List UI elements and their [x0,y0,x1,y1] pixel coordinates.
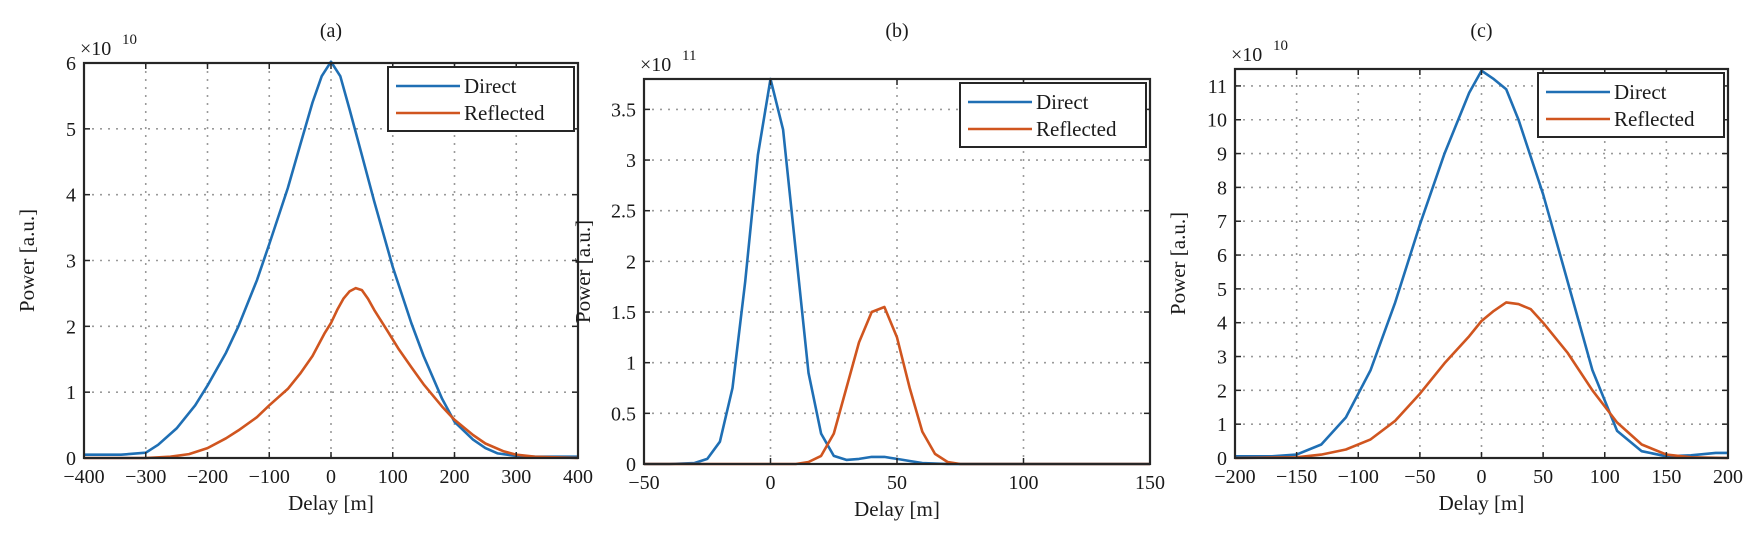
axis-multiplier: ×10 [640,54,671,76]
y-tick-label: 2.5 [611,201,636,223]
axis-multiplier: ×10 [1231,44,1262,66]
series-line-reflected [84,286,579,460]
chart-panel-a: −400 −300 −200 −100 0 100 200 300 400 0 1 2 3 4 5 6 Dela… [15,20,593,515]
x-tick-label: 100 [378,466,408,488]
y-tick-label: 2 [66,316,76,338]
x-tick-label: 50 [887,472,907,494]
x-tick-label: 400 [563,466,593,488]
y-tick-label: 1 [626,353,636,375]
y-tick-label: 5 [1217,279,1227,301]
series-line-direct [84,60,578,459]
x-tick-label: −400 [63,466,104,488]
x-tick-label: 0 [766,472,776,494]
y-tick-label: 1 [1217,414,1227,436]
y-tick-label: 1 [66,382,76,404]
y-tick-label: 0 [626,454,636,476]
y-tick-label: 0 [1217,448,1227,470]
y-tick-label: 3.5 [611,99,636,121]
series-line-direct [644,77,1150,466]
x-tick-label: 300 [501,466,531,488]
y-tick-label: 10 [1207,110,1227,132]
y-tick-label: 5 [66,119,76,141]
series-line-reflected [1234,301,1729,460]
chart-panel-c: −200 −150 −100 −50 0 50 100 150 200 0 1 2 3 4 5 6 7 8 9 10 1… [1166,20,1743,515]
panel-title: (b) [885,20,908,42]
y-tick-label: 4 [1217,313,1227,335]
panel-title: (a) [320,20,342,42]
y-axis-label: Power [a.u.] [571,220,595,323]
x-tick-label: 0 [1477,466,1487,488]
x-tick-label: 0 [326,466,336,488]
legend-label-direct: Direct [1614,80,1667,104]
legend-label-direct: Direct [464,74,517,98]
axis-multiplier-exponent: 10 [1273,38,1288,54]
axis-multiplier-exponent: 11 [682,48,696,64]
x-tick-label: −150 [1276,466,1317,488]
x-tick-label: −100 [1338,466,1379,488]
x-tick-label: 200 [440,466,470,488]
x-tick-label: 200 [1713,466,1743,488]
series-line-direct [1235,69,1728,458]
legend-box [959,82,1147,148]
legend-label-reflected: Reflected [1036,117,1117,141]
y-tick-label: 7 [1217,211,1227,233]
series-line-reflected [644,305,1150,466]
x-axis-label: Delay [m] [1439,491,1525,515]
y-tick-label: 1.5 [611,302,636,324]
y-tick-label: 2 [1217,380,1227,402]
x-tick-label: −300 [125,466,166,488]
y-tick-label: 2 [626,251,636,273]
legend-label-reflected: Reflected [464,101,545,125]
y-tick-label: 11 [1208,76,1227,98]
y-tick-label: 6 [1217,245,1227,267]
y-axis-label: Power [a.u.] [1166,212,1190,315]
x-tick-label: −50 [628,472,659,494]
axis-multiplier: ×10 [80,38,111,60]
y-tick-label: 3 [66,251,76,273]
x-tick-label: 150 [1651,466,1681,488]
y-tick-label: 0 [66,448,76,470]
x-tick-label: −50 [1404,466,1435,488]
legend: Direct Reflected [1537,72,1725,138]
y-tick-label: 3 [1217,347,1227,369]
legend-box [1537,72,1725,138]
panel-title: (c) [1470,20,1492,42]
x-tick-label: −200 [187,466,228,488]
legend-label-direct: Direct [1036,90,1089,114]
y-tick-label: 9 [1217,144,1227,166]
y-axis-label: Power [a.u.] [15,209,39,312]
y-tick-label: 3 [626,150,636,172]
legend-box [387,66,575,132]
legend: Direct Reflected [959,82,1147,148]
x-axis-label: Delay [m] [854,497,940,521]
y-tick-label: 6 [66,53,76,75]
x-tick-label: −200 [1214,466,1255,488]
y-tick-label: 0.5 [611,403,636,425]
legend-label-reflected: Reflected [1614,107,1695,131]
x-axis-label: Delay [m] [288,491,374,515]
axis-multiplier-exponent: 10 [122,32,137,48]
x-tick-label: 150 [1135,472,1165,494]
y-tick-label: 4 [66,185,76,207]
x-tick-label: −100 [249,466,290,488]
x-tick-label: 100 [1590,466,1620,488]
x-tick-label: 100 [1009,472,1039,494]
y-tick-label: 8 [1217,177,1227,199]
x-tick-label: 50 [1533,466,1553,488]
legend: Direct Reflected [387,66,575,132]
